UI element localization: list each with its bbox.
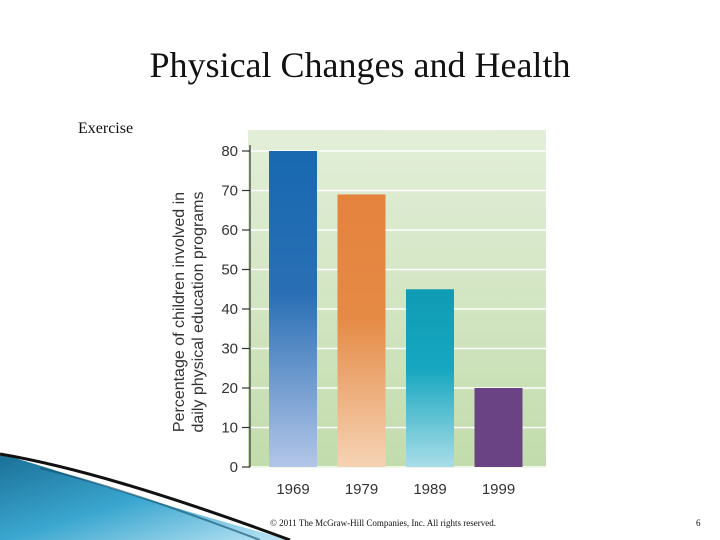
bar-1989 — [406, 289, 454, 467]
x-tick-label: 1979 — [345, 481, 378, 498]
x-tick-label: 1999 — [482, 481, 515, 498]
y-tick-label: 50 — [221, 262, 238, 279]
y-axis-label-line-2: daily physical education programs — [190, 191, 207, 432]
y-tick-label: 10 — [221, 420, 238, 437]
bars — [269, 151, 523, 467]
slide-subtitle: Exercise — [78, 120, 134, 137]
bar-chart: 0 10 20 30 40 50 60 70 80 1969 1979 1989 1999 Perce… — [162, 130, 546, 498]
decorative-swoosh — [0, 452, 291, 540]
bar-1979 — [337, 194, 386, 467]
x-tick-label: 1969 — [276, 481, 309, 498]
footer-copyright: © 2011 The McGraw-Hill Companies, Inc. A… — [270, 518, 497, 528]
y-axis-label-line-1: Percentage of children involved in — [171, 192, 188, 432]
x-tick-labels: 1969 1979 1989 1999 — [276, 481, 515, 498]
bar-1969 — [269, 151, 317, 467]
y-tick-label: 80 — [221, 143, 238, 160]
y-tick-label: 40 — [221, 301, 238, 318]
slide-title: Physical Changes and Health — [149, 45, 571, 85]
chart-svg: 0 10 20 30 40 50 60 70 80 1969 1979 1989 1999 Perce… — [171, 130, 546, 498]
y-tick-label: 30 — [221, 341, 238, 358]
y-tick-label: 20 — [221, 380, 238, 397]
bar-1999 — [474, 388, 523, 467]
y-tick-label: 60 — [221, 222, 238, 239]
y-tick-label: 70 — [221, 183, 238, 200]
page-number: 6 — [696, 518, 701, 528]
y-tick-labels: 0 10 20 30 40 50 60 70 80 — [221, 143, 250, 476]
y-tick-label: 0 — [230, 459, 238, 476]
x-tick-label: 1989 — [413, 481, 446, 498]
